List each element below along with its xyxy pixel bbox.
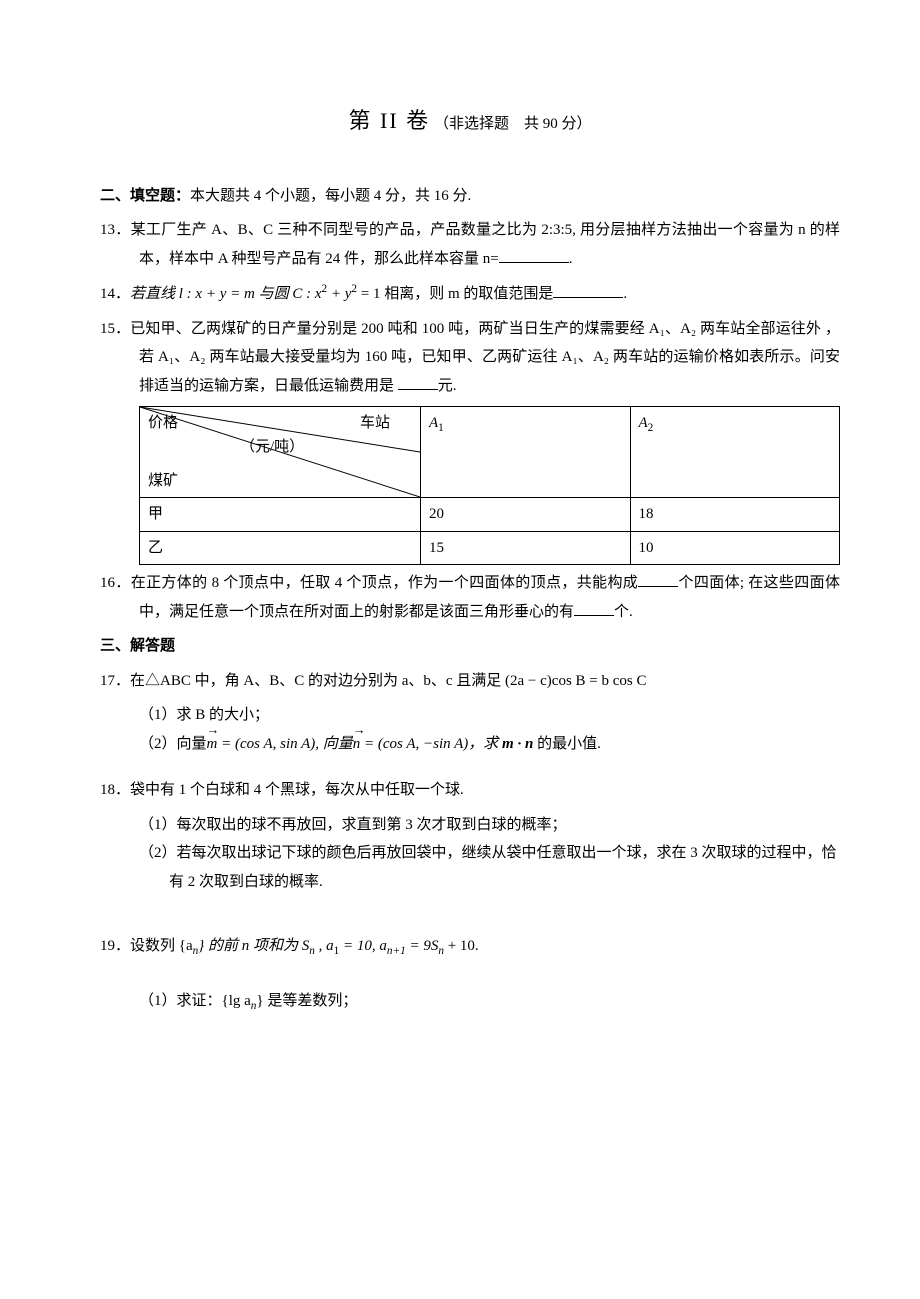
q16-blank2 — [574, 600, 614, 616]
q15-diag-cell: 价格 车站 （元/吨） 煤矿 — [140, 407, 421, 498]
q19-b: } 的前 n 项和为 S — [198, 938, 309, 954]
diag-price: 价格 — [148, 409, 178, 438]
q19-e: = 9S — [406, 938, 439, 954]
q13-text: 某工厂生产 A、B、C 三种不同型号的产品，产品数量之比为 2:3:5, 用分层… — [131, 222, 840, 267]
q19-f: + 10. — [444, 938, 479, 954]
q18-num: 18． — [100, 782, 130, 798]
q19: 19．设数列 {an} 的前 n 项和为 Sn , a1 = 10, an+1 … — [100, 932, 840, 962]
q15-blank — [398, 374, 438, 390]
q17-num: 17． — [100, 673, 130, 689]
row-yi-name: 乙 — [140, 531, 421, 565]
q15-num: 15． — [100, 321, 130, 337]
q19-p1-a: （1）求证：{lg a — [139, 993, 251, 1009]
row-jia-v1: 20 — [421, 498, 631, 532]
q16-num: 16． — [100, 575, 131, 591]
diag-station: 车站 — [360, 409, 390, 438]
q14-text-b: + y — [327, 286, 351, 302]
row-jia-v2: 18 — [630, 498, 840, 532]
q15-line1: 已知甲、乙两煤矿的日产量分别是 200 吨和 100 吨，两矿当日生产的煤需要经… — [130, 321, 840, 394]
section-2-title-sub: （非选择题 共 90 分） — [434, 116, 592, 132]
q19-a: 设数列 {a — [130, 938, 193, 954]
section2-label: 二、填空题： — [100, 188, 190, 204]
q17-p2: （2）向量m = (cos A, sin A), 向量n = (cos A, −… — [100, 730, 840, 759]
q19-p1: （1）求证：{lg an} 是等差数列； — [100, 987, 840, 1017]
q15: 15．已知甲、乙两煤矿的日产量分别是 200 吨和 100 吨，两矿当日生产的煤… — [100, 315, 840, 401]
q16: 16．在正方体的 8 个顶点中，任取 4 个顶点，作为一个四面体的顶点，共能构成… — [100, 569, 840, 626]
q16-a: 在正方体的 8 个顶点中，任取 4 个顶点，作为一个四面体的顶点，共能构成 — [131, 575, 638, 591]
q18-p1: （1）每次取出的球不再放回，求直到第 3 次才取到白球的概率； — [100, 811, 840, 840]
q13: 13．某工厂生产 A、B、C 三种不同型号的产品，产品数量之比为 2:3:5, … — [100, 216, 840, 273]
q18: 18．袋中有 1 个白球和 4 个黑球，每次从中任取一个球. — [100, 776, 840, 805]
q17-p2-a: （2）向量 — [139, 736, 207, 752]
q19-c: , a — [315, 938, 334, 954]
q14: 14．若直线 l : x + y = m 与圆 C : x2 + y2 = 1 … — [100, 279, 840, 309]
q16-blank1 — [638, 571, 678, 587]
q17-p2-d: 的最小值. — [533, 736, 601, 752]
q19-d: = 10, a — [339, 938, 387, 954]
table-row: 乙 15 10 — [140, 531, 840, 565]
section3-label: 三、解答题 — [100, 638, 175, 654]
vec-n: n — [353, 730, 361, 759]
q19-s4: n+1 — [387, 945, 406, 957]
q14-num: 14． — [100, 286, 130, 302]
q18-stem: 袋中有 1 个白球和 4 个黑球，每次从中任取一个球. — [130, 782, 464, 798]
vec-m: m — [207, 730, 218, 759]
diag-unit: （元/吨） — [240, 433, 304, 462]
q15-table-wrap: 价格 车站 （元/吨） 煤矿 A1 A2 甲 20 18 乙 15 10 — [100, 406, 840, 565]
fill-blank-heading: 二、填空题：本大题共 4 个小题，每小题 4 分，共 16 分. — [100, 182, 840, 211]
q17-p2-c: = (cos A, −sin A)，求 — [360, 736, 502, 752]
q17: 17．在△ABC 中，角 A、B、C 的对边分别为 a、b、c 且满足 (2a … — [100, 667, 840, 696]
q15-col-a1: A1 — [421, 407, 631, 498]
q14-text-a: 若直线 l : x + y = m 与圆 C : x — [130, 286, 321, 302]
q17-p2-mn: m · n — [502, 736, 533, 752]
q17-p2-b: = (cos A, sin A), 向量 — [217, 736, 352, 752]
q15-col-a2: A2 — [630, 407, 840, 498]
section2-desc: 本大题共 4 个小题，每小题 4 分，共 16 分. — [190, 188, 471, 204]
row-yi-v2: 10 — [630, 531, 840, 565]
q16-c: 个. — [614, 604, 633, 620]
q13-num: 13． — [100, 222, 131, 238]
solve-heading: 三、解答题 — [100, 632, 840, 661]
q13-blank — [499, 247, 569, 263]
diag-mine: 煤矿 — [148, 467, 178, 496]
q18-p2: （2）若每次取出球记下球的颜色后再放回袋中，继续从袋中任意取出一个球，求在 3 … — [100, 839, 840, 896]
table-row: 甲 20 18 — [140, 498, 840, 532]
q15-table: 价格 车站 （元/吨） 煤矿 A1 A2 甲 20 18 乙 15 10 — [139, 406, 840, 565]
q14-text-c: = 1 相离，则 m 的取值范围是 — [357, 286, 553, 302]
row-yi-v1: 15 — [421, 531, 631, 565]
section-2-title-main: 第 II 卷 — [349, 108, 431, 133]
q19-p1-b: } 是等差数列； — [256, 993, 357, 1009]
section-2-header: 第 II 卷 （非选择题 共 90 分） — [100, 100, 840, 142]
q14-blank — [553, 282, 623, 298]
q17-stem: 在△ABC 中，角 A、B、C 的对边分别为 a、b、c 且满足 (2a − c… — [130, 673, 646, 689]
row-jia-name: 甲 — [140, 498, 421, 532]
q15-suffix: 元. — [438, 378, 457, 394]
q19-num: 19． — [100, 938, 130, 954]
